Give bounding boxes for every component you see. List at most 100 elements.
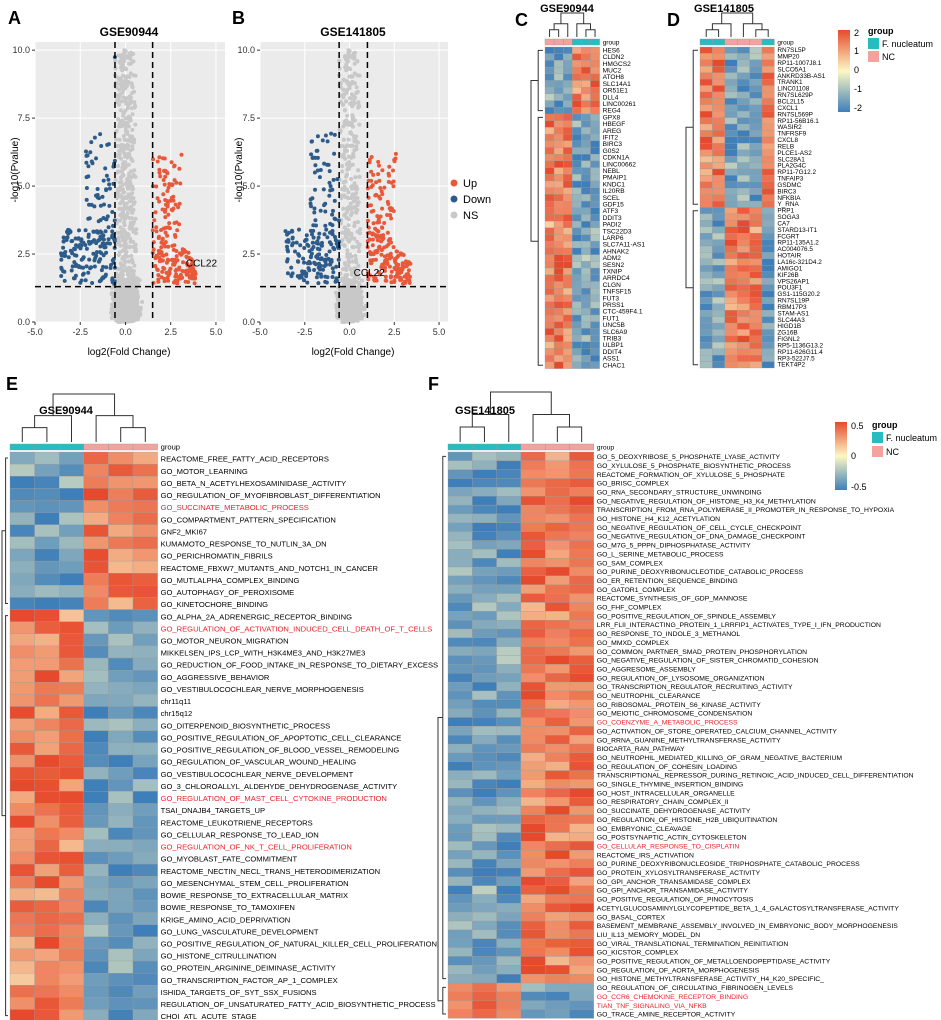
heatmap-cell	[737, 265, 750, 272]
heatmap-cell	[581, 60, 591, 68]
volcano-point	[166, 225, 171, 230]
volcano-point	[311, 228, 316, 233]
volcano-point	[94, 250, 99, 255]
heatmap-row-label: CTC-459F4.1	[603, 309, 643, 316]
heatmap-cell	[553, 281, 564, 289]
heatmap-cell	[590, 314, 600, 322]
volcano-b-xlabel: log2(Fold Change)	[312, 347, 395, 358]
heatmap-row-label: TNFSF15	[603, 289, 632, 296]
heatmap-cell	[712, 239, 725, 247]
heatmap-cell	[544, 221, 555, 229]
volcano-point	[375, 249, 380, 254]
heatmap-cell	[553, 328, 564, 336]
volcano-point	[157, 199, 162, 204]
volcano-point	[121, 121, 126, 126]
volcano-point	[318, 257, 323, 262]
heatmap-cell	[712, 258, 725, 266]
heatmap-row-label: GS1-115G20.2	[777, 291, 820, 298]
volcano-point	[355, 229, 360, 234]
volcano-point	[132, 245, 137, 250]
volcano-point	[120, 62, 125, 67]
heatmap-cell	[724, 168, 738, 176]
volcano-point	[343, 156, 348, 161]
volcano-point	[125, 195, 130, 200]
heatmap-cell	[553, 207, 564, 215]
row-dendrogram-branch	[692, 49, 698, 205]
volcano-point	[290, 235, 295, 240]
volcano-point	[106, 225, 111, 230]
volcano-point	[104, 187, 109, 192]
volcano-point	[86, 270, 91, 275]
volcano-point	[332, 247, 337, 252]
volcano-point	[179, 252, 184, 257]
heatmap-cell	[544, 308, 555, 316]
heatmap-cell	[712, 329, 725, 337]
volcano-point	[375, 238, 380, 243]
volcano-point	[133, 249, 138, 254]
volcano-point	[155, 196, 160, 201]
heatmap-cell	[590, 60, 600, 68]
volcano-point	[304, 237, 308, 242]
volcano-point	[349, 235, 354, 240]
heatmap-cell	[590, 241, 600, 249]
heatmap-row-label: UNC5B	[603, 322, 626, 329]
x-tick-label: 2.5	[388, 327, 401, 337]
legend-down-dot	[450, 195, 458, 203]
heatmap-row-label: CHAC1	[603, 362, 626, 369]
heatmap-cell	[737, 78, 750, 86]
heatmap-cell	[581, 100, 591, 108]
volcano-point	[379, 252, 384, 257]
volcano-point	[91, 251, 96, 256]
volcano-point	[334, 278, 339, 283]
volcano-point	[85, 153, 90, 158]
x-tick-label: -5.0	[252, 327, 268, 337]
volcano-point	[325, 275, 330, 280]
volcano-point	[344, 90, 349, 95]
heatmap-cell	[712, 245, 725, 253]
volcano-point	[173, 234, 178, 239]
volcano-point	[129, 204, 134, 209]
heatmap-cell	[712, 111, 725, 118]
volcano-point	[130, 191, 135, 196]
heatmap-cell	[737, 98, 750, 105]
volcano-point	[342, 261, 347, 266]
legend-up-dot	[450, 179, 458, 187]
volcano-point	[369, 178, 374, 183]
heatmap-cell	[581, 113, 591, 121]
heatmap-cell	[544, 234, 555, 242]
heatmap-cell	[544, 214, 555, 222]
volcano-point	[340, 230, 345, 235]
heatmap-row-label: HES6	[603, 47, 621, 54]
volcano-point	[181, 269, 186, 274]
heatmap-cell	[699, 72, 713, 80]
volcano-point	[367, 160, 372, 165]
heatmap-row-label: LARP6	[603, 235, 624, 242]
volcano-point	[330, 266, 335, 271]
heatmap-cell	[712, 297, 725, 304]
volcano-point	[110, 233, 115, 238]
volcano-point	[328, 262, 333, 267]
volcano-point	[401, 281, 405, 286]
volcano-point	[286, 249, 290, 254]
heatmap-cell	[737, 271, 750, 279]
volcano-b-ylabel: -log10(Pvalue)	[234, 137, 245, 202]
heatmap-row-label: KIF26B	[777, 272, 798, 279]
heatmap-cell	[590, 133, 600, 141]
volcano-point	[301, 256, 306, 261]
volcano-point	[357, 174, 362, 179]
volcano-point	[380, 262, 385, 267]
heatmap-cell	[572, 80, 582, 88]
volcano-point	[190, 262, 195, 267]
volcano-point	[94, 156, 98, 161]
heatmap-cell	[761, 329, 775, 337]
volcano-point	[298, 273, 303, 278]
heatmap-cell	[563, 127, 573, 135]
volcano-point	[341, 137, 346, 142]
heatmap-cell	[724, 136, 738, 144]
heatmap-cell	[749, 46, 763, 54]
heatmap-cell	[724, 91, 738, 99]
heatmap-cell	[553, 187, 564, 195]
heatmap-cell	[563, 180, 573, 188]
heatmap-cell	[590, 200, 600, 208]
volcano-point	[356, 245, 361, 250]
